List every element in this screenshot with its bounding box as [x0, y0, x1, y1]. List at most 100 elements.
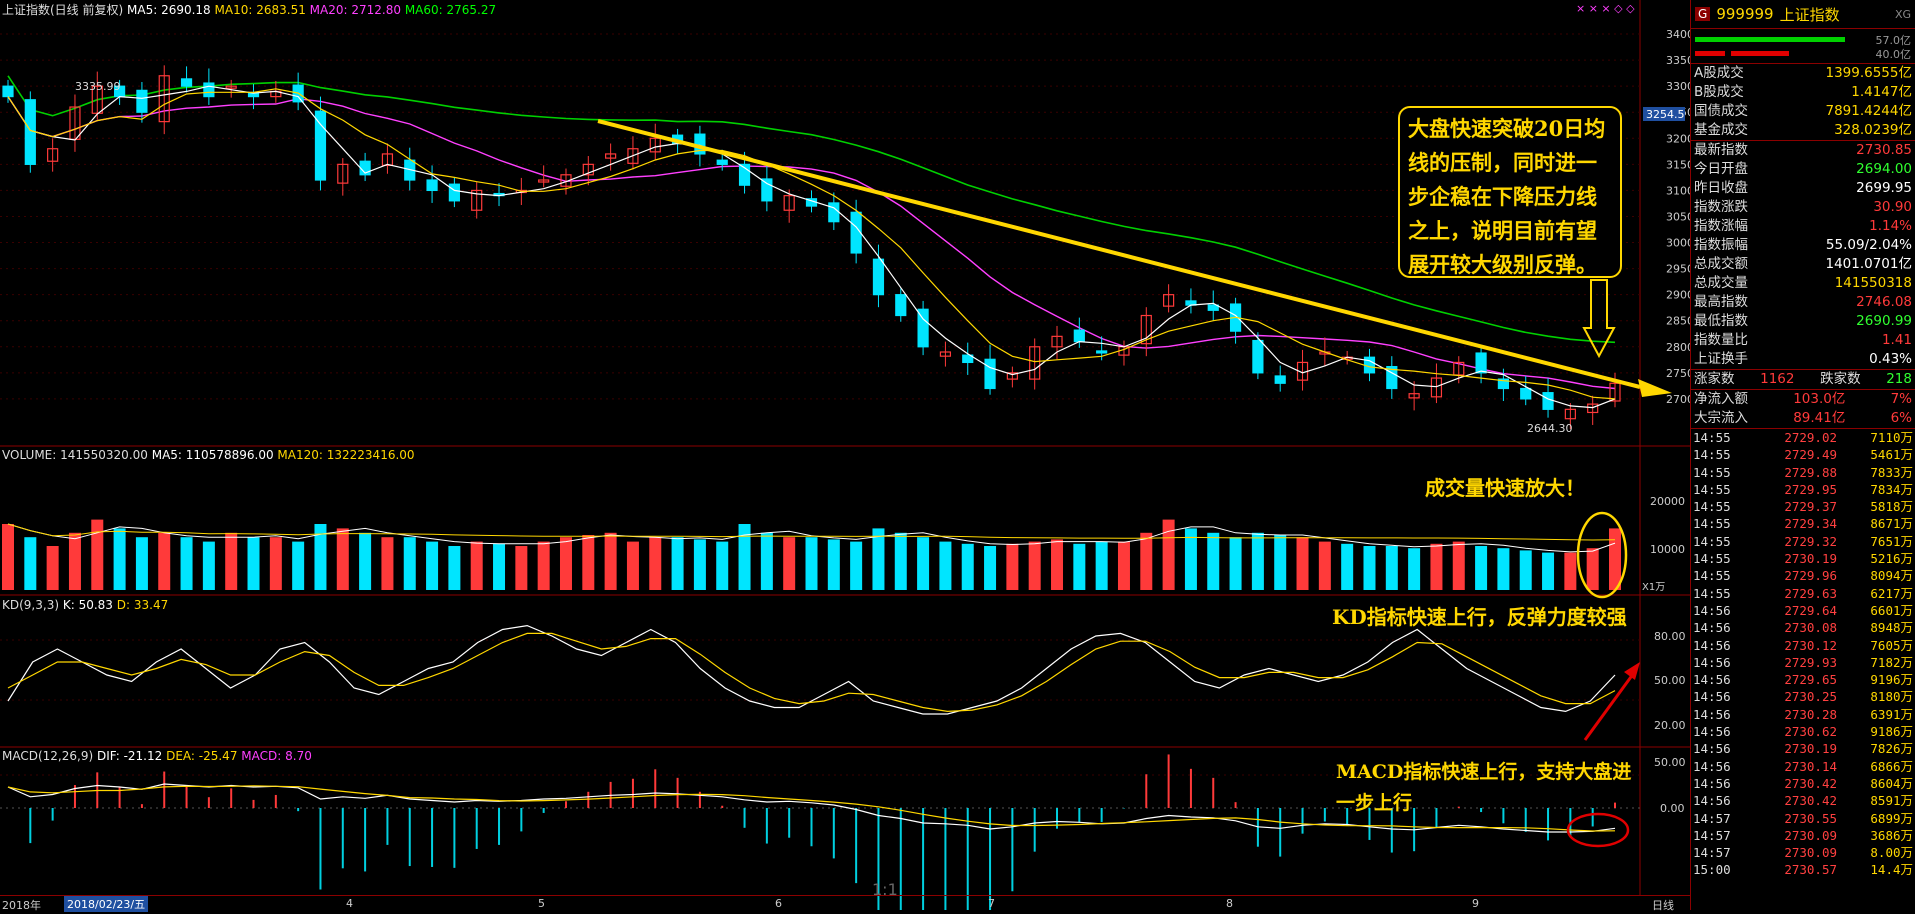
tick-volume: 5818万 [1870, 499, 1913, 515]
stat-value: 30.90 [1873, 199, 1912, 215]
tick-volume: 9196万 [1870, 672, 1913, 688]
volume-bar [783, 537, 796, 590]
tick-row: 14:56 2730.08 8948万 [1691, 619, 1915, 636]
market-volume-section: A股成交 1399.6555亿 B股成交 1.4147亿 国债成交 7891.4244… [1691, 64, 1915, 141]
index-name: 上证指数 [1779, 5, 1840, 24]
tick-row: 14:56 2730.25 8180万 [1691, 688, 1915, 705]
down-count: 218 [1886, 371, 1912, 387]
kd-tick-80: 80.00 [1654, 630, 1686, 643]
volume-bar [292, 541, 305, 590]
volume-bar [1117, 541, 1130, 590]
tick-time: 14:55 [1693, 430, 1731, 445]
flow-value: 89.41亿 [1793, 410, 1846, 426]
tick-price: 2730.19 [1784, 741, 1837, 757]
tick-price: 2730.19 [1784, 551, 1837, 567]
period-label[interactable]: 日线 [1652, 899, 1674, 912]
tick-volume: 8948万 [1870, 620, 1913, 636]
tick-row: 14:57 2730.55 6899万 [1691, 810, 1915, 827]
tick-time: 14:56 [1693, 620, 1731, 636]
stat-key: 最低指数 [1694, 313, 1748, 329]
tick-price: 2730.09 [1784, 845, 1837, 861]
tick-time: 14:55 [1693, 516, 1731, 532]
tick-time: 14:55 [1693, 481, 1731, 497]
tick-row: 14:55 2729.95 7834万 [1691, 481, 1915, 498]
volume-ma5: MA5: 110578896.00 [151, 448, 274, 462]
stat-value: 0.43% [1869, 351, 1912, 367]
volume-bar [1140, 532, 1153, 590]
candle-body [560, 174, 572, 187]
volume-bar [604, 532, 617, 590]
tick-time: 14:57 [1693, 845, 1731, 861]
volume-bar [1296, 537, 1309, 590]
month-4: 4 [346, 897, 353, 910]
stat-value: 2730.85 [1856, 142, 1912, 158]
resistance-arrow-head [1638, 379, 1672, 397]
index-stat-row: 指数涨幅 1.14% [1691, 217, 1915, 236]
kline-chart-area[interactable]: 3400335033003250320031503100305030002950… [0, 0, 1694, 914]
candle-body [1497, 378, 1510, 390]
window-controls[interactable]: × × × ◇ ◇ [1576, 2, 1635, 15]
chart-svg[interactable]: 3400335033003250320031503100305030002950… [0, 0, 1694, 914]
candle-body [917, 308, 929, 348]
tick-volume: 6899万 [1870, 810, 1913, 826]
main-grid [0, 33, 1640, 809]
corner-label[interactable]: XG [1894, 7, 1911, 21]
volume-bar [1475, 546, 1488, 590]
stat-value: 2746.08 [1856, 294, 1912, 310]
vol-unit: X1万 [1642, 582, 1665, 593]
tick-volume: 5461万 [1870, 447, 1913, 463]
tick-price: 2730.57 [1784, 862, 1837, 878]
tick-time: 14:56 [1693, 654, 1731, 670]
stat-key: 今日开盘 [1694, 161, 1748, 177]
volume-bar [24, 537, 37, 590]
zoom-ratio[interactable]: 1:1 [872, 880, 898, 899]
tick-price: 2730.28 [1784, 706, 1837, 722]
flow-key: 净流入额 [1694, 391, 1748, 407]
volume-bar [1564, 552, 1577, 590]
volume-bar [91, 519, 104, 590]
tick-list[interactable]: 14:55 2729.02 7110万 14:55 2729.49 5461万 14:55 2… [1691, 429, 1915, 879]
candle-body [761, 178, 773, 202]
y-tick-label: 3200 [1666, 132, 1690, 145]
tick-price: 2729.65 [1784, 672, 1837, 688]
tick-row: 14:56 2729.93 7182万 [1691, 654, 1915, 671]
tick-row: 14:56 2729.64 6601万 [1691, 602, 1915, 619]
up-count: 1162 [1760, 371, 1795, 387]
volume-bar [1363, 546, 1376, 590]
main-panel-title: 上证指数(日线 前复权) [2, 3, 124, 17]
volume-bar [1229, 537, 1242, 590]
group-badge[interactable]: G [1695, 7, 1711, 21]
analysis-callout-box: 大盘快速突破20日均线的压制，同时进一步企稳在下降压力线之上，说明目前有望展开较… [1398, 106, 1622, 278]
volume-bar [336, 528, 349, 590]
volume-bar [894, 532, 907, 590]
tick-time: 14:56 [1693, 672, 1731, 688]
index-stat-row: 最低指数 2690.99 [1691, 312, 1915, 331]
volume-bar [1586, 548, 1599, 590]
volume-bar [671, 537, 684, 590]
row-value: 7891.4244亿 [1825, 103, 1912, 119]
volume-bar [359, 532, 372, 590]
volume-bar [1341, 543, 1354, 590]
volume-bar [1497, 548, 1510, 590]
volume-bar [493, 543, 506, 590]
volume-bar [1028, 541, 1041, 590]
index-stat-row: 最高指数 2746.08 [1691, 293, 1915, 312]
candle-body [1408, 393, 1420, 399]
volume-bar [1452, 541, 1465, 590]
tick-volume: 8591万 [1870, 793, 1913, 809]
candle-body [158, 75, 170, 123]
row-key: B股成交 [1694, 84, 1744, 100]
tick-time: 14:56 [1693, 758, 1731, 774]
tick-volume: 8.00万 [1870, 845, 1913, 861]
tick-time: 14:55 [1693, 568, 1731, 584]
tick-price: 2730.14 [1784, 758, 1837, 774]
candle-body [1587, 403, 1599, 414]
index-stats-section: 最新指数 2730.85 今日开盘 2694.00 昨日收盘 2699.95 指数涨跌 30.… [1691, 141, 1915, 370]
volume-bar [961, 543, 974, 590]
candle-body [1163, 294, 1175, 307]
macd-label: MACD(12,26,9) [2, 749, 94, 763]
tick-row: 14:55 2729.49 5461万 [1691, 446, 1915, 463]
macd-panel-header: MACD(12,26,9) DIF: -21.12 DEA: -25.47 MA… [2, 749, 312, 763]
candle-body [1252, 339, 1264, 374]
volume-bar [180, 537, 193, 590]
